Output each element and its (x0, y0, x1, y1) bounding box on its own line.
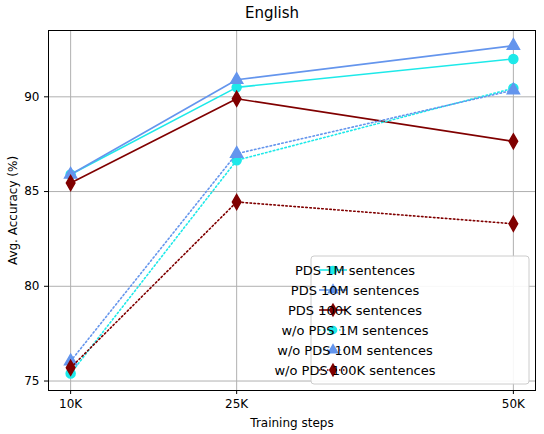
svg-text:85: 85 (24, 184, 39, 198)
svg-text:Avg. Accuracy (%): Avg. Accuracy (%) (6, 156, 20, 265)
svg-text:PDS 10M sentences: PDS 10M sentences (291, 283, 420, 298)
svg-text:PDS 1M sentences: PDS 1M sentences (295, 263, 415, 278)
svg-text:w/o PDS 100K sentences: w/o PDS 100K sentences (274, 363, 435, 378)
html-text:English: English (244, 4, 300, 22)
svg-text:90: 90 (24, 90, 39, 104)
svg-text:50K: 50K (502, 397, 526, 411)
svg-text:80: 80 (24, 279, 39, 293)
svg-text:w/o PDS 10M sentences: w/o PDS 10M sentences (277, 343, 433, 358)
svg-text:10K: 10K (59, 397, 83, 411)
svg-text:PDS 100K sentences: PDS 100K sentences (288, 303, 422, 318)
svg-text:w/o PDS 1M sentences: w/o PDS 1M sentences (281, 323, 428, 338)
svg-text:Training steps: Training steps (249, 416, 333, 430)
svg-text:25K: 25K (225, 397, 249, 411)
svg-text:75: 75 (24, 374, 39, 388)
